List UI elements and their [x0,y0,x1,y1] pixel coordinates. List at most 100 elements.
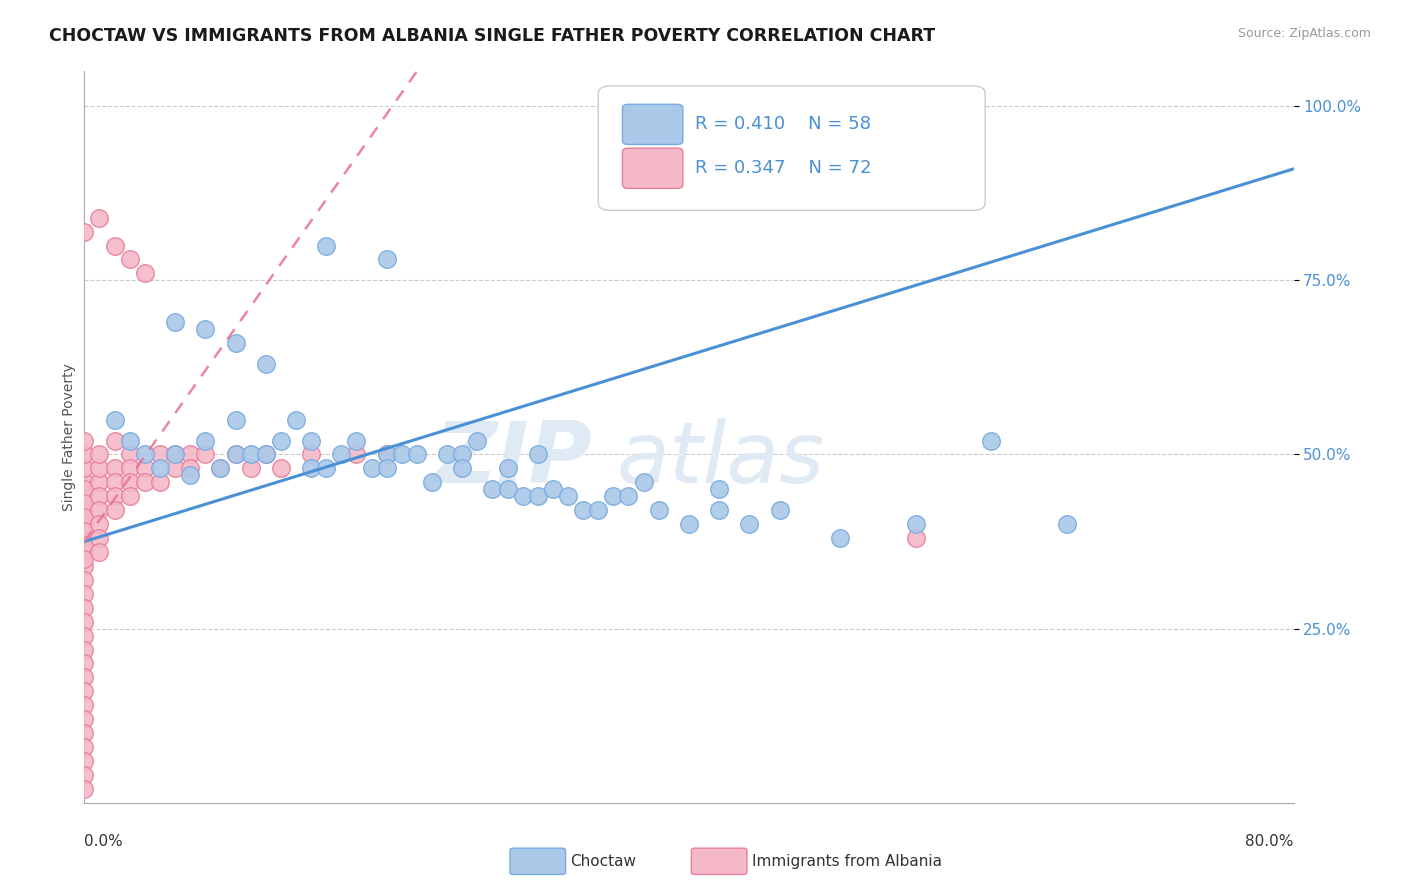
Point [104,489,127,503]
Point [254,448,277,462]
Point [165,315,187,329]
Point [134,475,156,490]
Y-axis label: Single Father Poverty: Single Father Poverty [62,363,76,511]
Point [73,489,96,503]
Point [225,412,247,426]
Point [239,461,262,475]
Point [73,448,96,462]
Point [73,573,96,587]
Point [769,503,792,517]
Point [118,461,141,475]
FancyBboxPatch shape [692,848,747,874]
Point [73,461,96,475]
Point [73,531,96,545]
Point [194,448,217,462]
Point [118,252,141,267]
Point [406,448,429,462]
Point [225,448,247,462]
Point [89,503,111,517]
Point [572,503,595,517]
Point [225,336,247,351]
Point [89,531,111,545]
Text: R = 0.347    N = 72: R = 0.347 N = 72 [695,160,872,178]
Point [165,461,187,475]
Point [904,531,927,545]
FancyBboxPatch shape [599,86,986,211]
Point [315,238,337,252]
Point [709,483,731,497]
Point [194,322,217,336]
Point [73,517,96,532]
FancyBboxPatch shape [510,848,565,874]
Point [270,461,292,475]
Point [118,475,141,490]
Text: R = 0.410    N = 58: R = 0.410 N = 58 [695,115,870,134]
Point [73,768,96,782]
Point [73,615,96,629]
Point [89,475,111,490]
Text: ZIP: ZIP [434,417,592,500]
Point [73,740,96,755]
Point [104,238,127,252]
Point [73,496,96,510]
Point [73,657,96,671]
Point [496,483,519,497]
Text: atlas: atlas [616,417,824,500]
Point [165,448,187,462]
Point [73,781,96,796]
Point [73,684,96,698]
Point [73,475,96,490]
Point [73,642,96,657]
Point [254,448,277,462]
Point [89,448,111,462]
Point [360,461,382,475]
Point [299,461,322,475]
Point [980,434,1002,448]
Point [330,448,353,462]
FancyBboxPatch shape [623,148,683,188]
Point [239,448,262,462]
Point [89,489,111,503]
Point [149,475,172,490]
Point [527,448,550,462]
Point [73,225,96,239]
Text: Choctaw: Choctaw [571,854,637,869]
Point [285,412,308,426]
Point [678,517,700,532]
Point [73,503,96,517]
Point [73,587,96,601]
Point [104,475,127,490]
Point [89,517,111,532]
Point [104,412,127,426]
Point [194,434,217,448]
Point [557,489,579,503]
Text: Source: ZipAtlas.com: Source: ZipAtlas.com [1237,27,1371,40]
Point [118,434,141,448]
Point [73,670,96,684]
Point [451,461,474,475]
Point [89,461,111,475]
Text: 80.0%: 80.0% [1246,833,1294,848]
Point [512,489,534,503]
Point [375,448,398,462]
Point [738,517,761,532]
Point [315,461,337,475]
Point [179,461,201,475]
Point [89,211,111,225]
Point [165,448,187,462]
Point [209,461,232,475]
Point [527,489,550,503]
Point [225,448,247,462]
Point [73,545,96,559]
Point [149,461,172,475]
Point [481,483,503,497]
Point [118,489,141,503]
FancyBboxPatch shape [623,104,683,145]
Point [270,434,292,448]
Point [73,510,96,524]
Point [149,448,172,462]
Point [541,483,564,497]
Point [602,489,624,503]
Point [904,517,927,532]
Text: CHOCTAW VS IMMIGRANTS FROM ALBANIA SINGLE FATHER POVERTY CORRELATION CHART: CHOCTAW VS IMMIGRANTS FROM ALBANIA SINGL… [49,27,935,45]
